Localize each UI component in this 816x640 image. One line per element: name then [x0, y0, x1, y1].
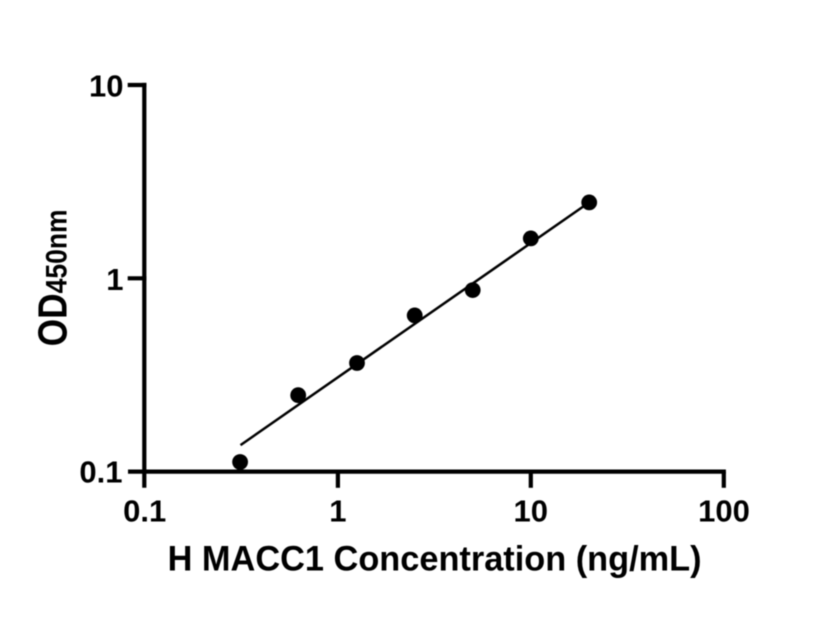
- svg-text:10: 10: [514, 493, 548, 528]
- svg-text:OD: OD: [29, 293, 75, 346]
- svg-text:100: 100: [698, 493, 750, 528]
- svg-text:0.1: 0.1: [123, 493, 166, 528]
- svg-text:10: 10: [89, 69, 123, 104]
- svg-text:0.1: 0.1: [79, 454, 122, 489]
- svg-text:1: 1: [329, 493, 346, 528]
- svg-text:450nm: 450nm: [40, 209, 73, 293]
- svg-text:1: 1: [106, 262, 123, 297]
- svg-text:H MACC1 Concentration (ng/mL): H MACC1 Concentration (ng/mL): [168, 540, 702, 579]
